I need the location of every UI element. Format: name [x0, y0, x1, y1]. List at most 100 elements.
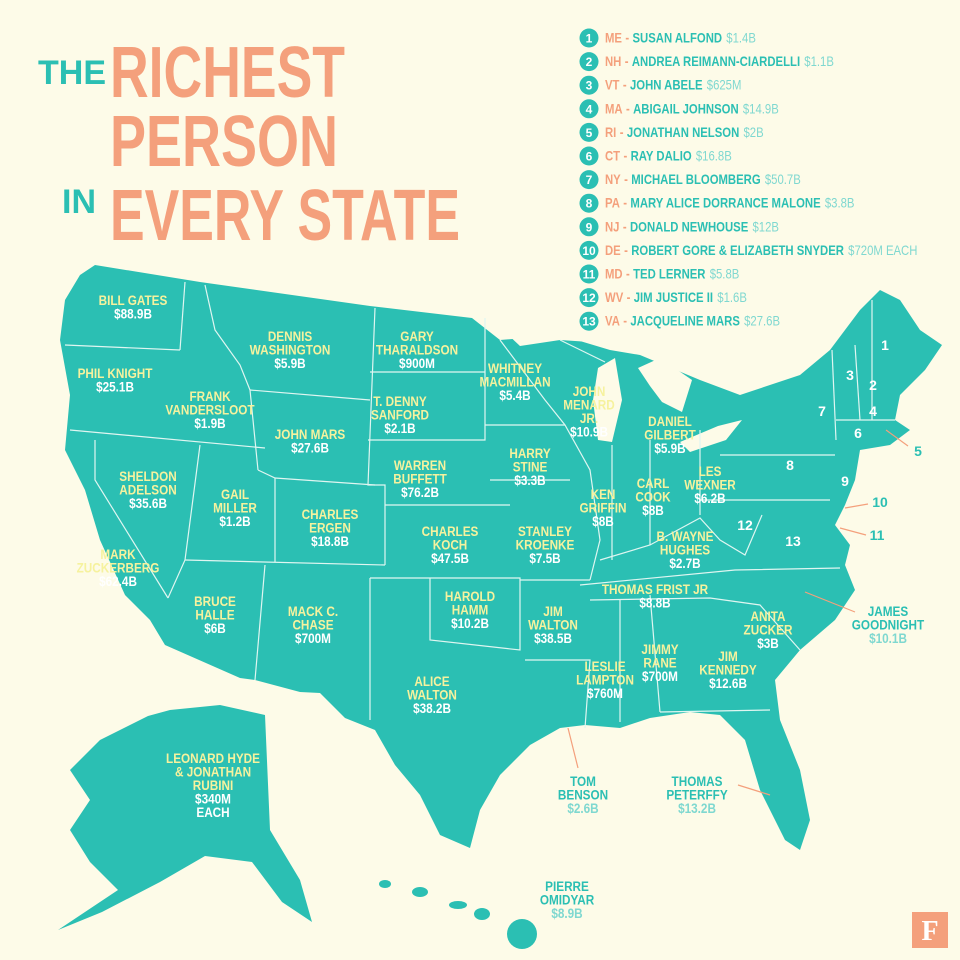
net-worth: $8B: [642, 502, 664, 518]
net-worth: $700M: [295, 630, 331, 646]
map-number: 6: [854, 425, 862, 441]
net-worth: $8B: [592, 513, 614, 529]
logo: F: [912, 912, 948, 948]
person-name: ERGEN: [309, 520, 351, 536]
legend-entry: WV - JIM JUSTICE II $1.6B: [605, 290, 747, 305]
legend-badge: [579, 217, 599, 237]
legend-name: JONATHAN NELSON: [627, 125, 739, 140]
person-name: JIMMY: [641, 641, 679, 657]
state-borders: [64, 281, 895, 729]
legend-row: NY - MICHAEL BLOOMBERG $50.7B: [605, 172, 801, 187]
legend-worth: $27.6B: [744, 314, 780, 329]
state-border: [249, 389, 371, 401]
legend-badge: [579, 264, 599, 284]
person-name: JIM: [718, 648, 738, 664]
state-label: BILL GATES$88.9B: [99, 292, 168, 322]
legend-separator: -: [620, 125, 624, 140]
legend-separator: -: [627, 290, 631, 305]
person-name: LEONARD HYDE: [166, 750, 260, 766]
legend-worth: $16.8B: [696, 149, 732, 164]
net-worth: $3.3B: [514, 472, 545, 488]
person-name: ZUCKERBERG: [77, 560, 160, 576]
net-worth: $900M: [399, 355, 435, 371]
person-name: WALTON: [407, 687, 457, 703]
state-border: [499, 339, 601, 581]
legend-state: VT: [605, 78, 620, 93]
legend-name: DONALD NEWHOUSE: [630, 219, 748, 234]
legend-number: 13: [582, 315, 596, 329]
legend-badge: [579, 240, 599, 260]
legend-entry: DE - ROBERT GORE & ELIZABETH SNYDER $720M E…: [605, 243, 917, 258]
legend-number: 1: [586, 32, 593, 46]
net-worth: $5.9B: [274, 355, 305, 371]
map-number: 5: [914, 443, 922, 459]
person-name: PETERFFY: [666, 787, 728, 803]
person-name: VANDERSLOOT: [165, 402, 254, 418]
map-number: 4: [869, 403, 877, 419]
legend-separator: -: [623, 196, 627, 211]
state-border: [204, 284, 259, 471]
legend-entry: VT - JOHN ABELE $625M: [605, 78, 741, 93]
person-name: COOK: [635, 489, 671, 505]
person-name: CHARLES: [302, 506, 359, 522]
legend-state: MA: [605, 101, 623, 116]
net-worth: $10.1B: [869, 630, 907, 646]
legend-number: 3: [586, 79, 593, 93]
legend-worth: $625M: [707, 78, 742, 93]
state-border: [649, 594, 661, 713]
legend-name: MICHAEL BLOOMBERG: [631, 172, 760, 187]
lake-michigan: [593, 358, 622, 442]
legend-entry: RI - JONATHAN NELSON $2B: [605, 125, 764, 140]
island: [449, 901, 467, 909]
person-name: HUGHES: [660, 542, 711, 558]
legend-name: MARY ALICE DORRANCE MALONE: [630, 196, 820, 211]
net-worth: $35.6B: [129, 495, 167, 511]
state-border: [579, 567, 841, 586]
legend-entry: NJ - DONALD NEWHOUSE $12B: [605, 219, 779, 234]
state-border: [254, 564, 266, 681]
net-worth: $6.2B: [694, 490, 725, 506]
net-worth: $700M: [642, 668, 678, 684]
title-the: THE: [38, 54, 106, 92]
state-border: [854, 344, 861, 421]
legend-entry: NH - ANDREA REIMANN-CIARDELLI $1.1B: [605, 54, 834, 69]
legend-badge: [579, 99, 599, 119]
net-worth: $340M: [195, 791, 231, 807]
legend-separator: -: [624, 243, 628, 258]
net-worth: $2.7B: [669, 555, 700, 571]
map-number: 8: [786, 457, 794, 473]
legend-number: 5: [586, 126, 593, 140]
legend-name: TED LERNER: [633, 267, 705, 282]
legend-number: 6: [586, 150, 593, 164]
person-name: SANFORD: [371, 407, 429, 423]
map-number: 12: [737, 517, 753, 533]
net-worth: $18.8B: [311, 533, 349, 549]
person-name: HAROLD: [445, 588, 495, 604]
alaska: [58, 705, 312, 930]
map-number: 11: [870, 527, 885, 543]
lake-erie: [680, 420, 742, 452]
person-name: FRANK: [189, 388, 231, 404]
person-name: HARRY: [509, 445, 551, 461]
legend-number: 4: [586, 102, 593, 116]
state-border: [559, 339, 606, 363]
person-name: GOODNIGHT: [852, 617, 924, 633]
legend-entry: VA - JACQUELINE MARS $27.6B: [605, 314, 780, 329]
legend-number: 11: [583, 268, 596, 282]
legend-state: ME: [605, 31, 622, 46]
state-border: [370, 577, 521, 651]
person-name: RANE: [643, 655, 677, 671]
person-name: LES: [699, 463, 722, 479]
person-name: RUBINI: [193, 777, 233, 793]
person-name: THOMAS: [672, 773, 723, 789]
person-name: MACMILLAN: [479, 374, 550, 390]
person-name: CHASE: [292, 617, 333, 633]
